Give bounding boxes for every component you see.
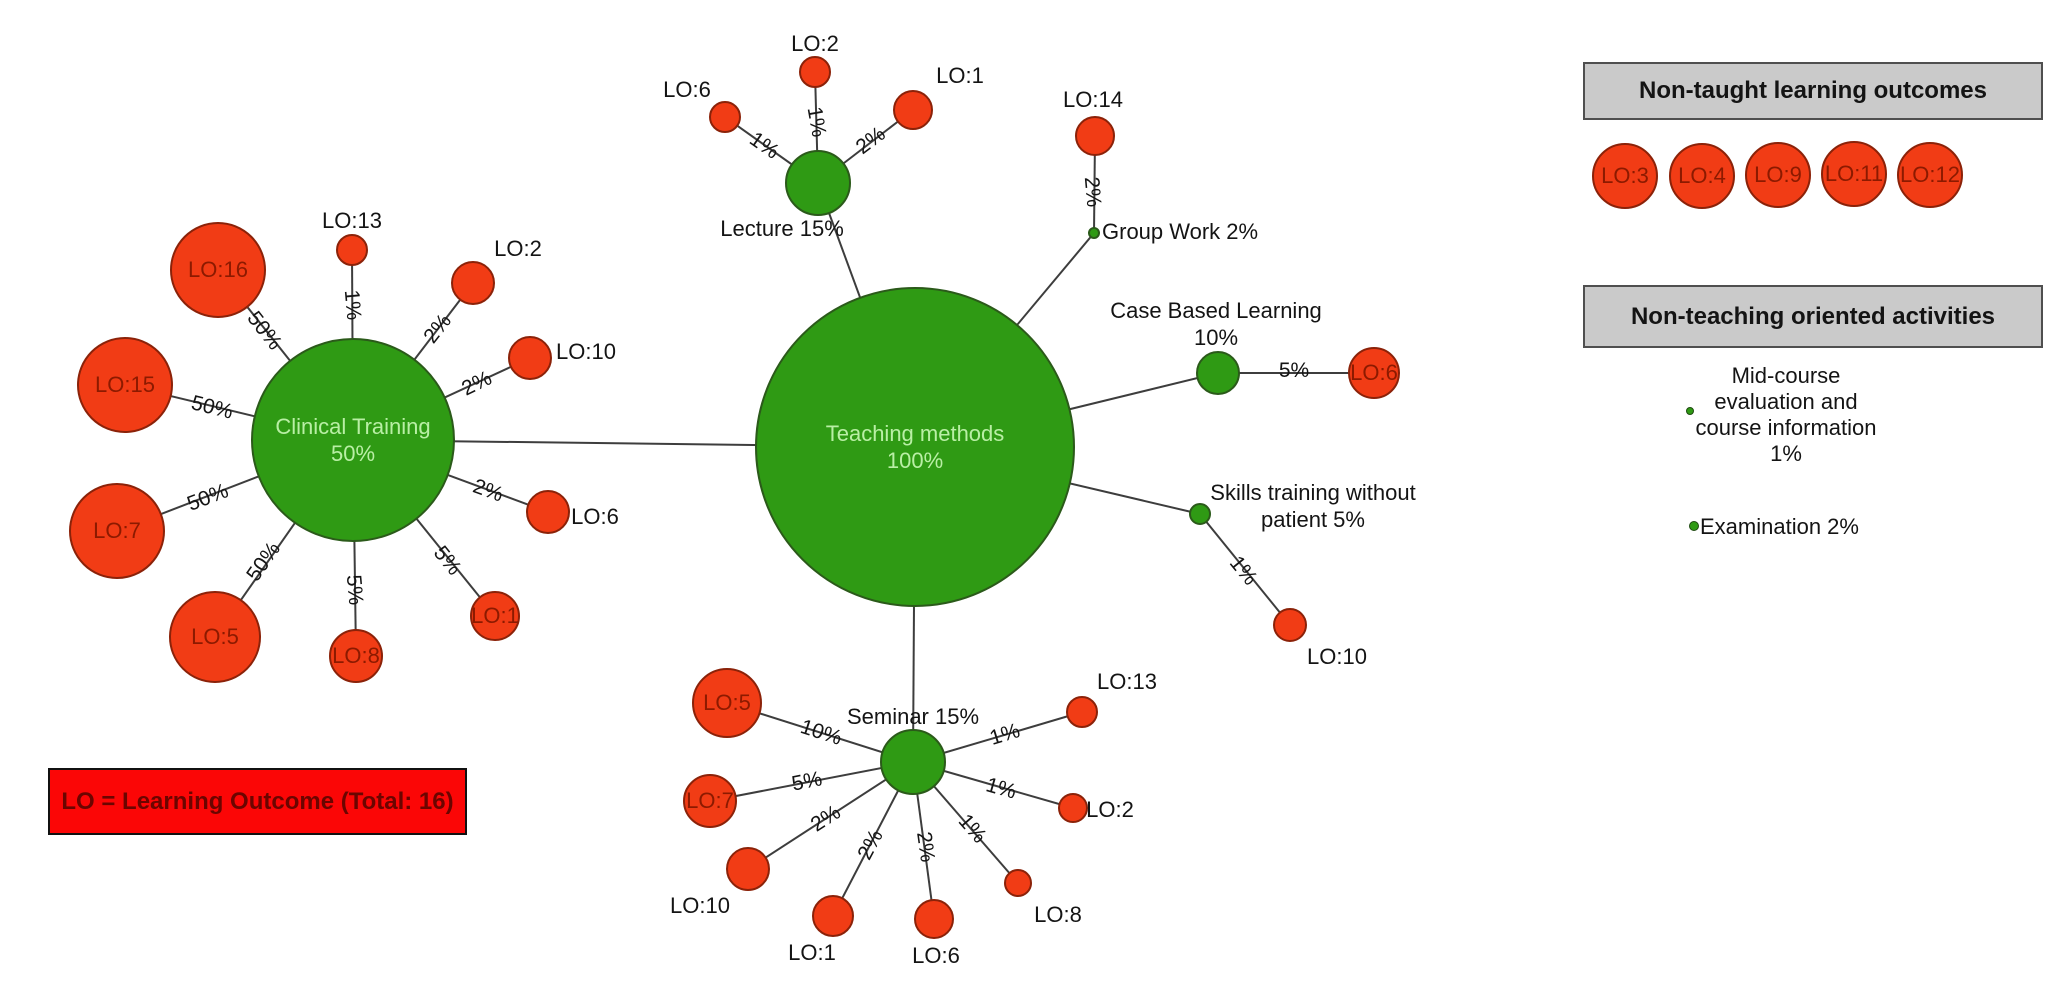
legend-box: LO = Learning Outcome (Total: 16) <box>48 768 467 835</box>
clinical-lo13-label: LO:13 <box>322 208 382 233</box>
clinical-lo2-node <box>451 261 495 305</box>
examination-dot <box>1689 521 1699 531</box>
non-taught-lo11-node: LO:11 <box>1821 141 1887 207</box>
teaching-methods-label: Teaching methods 100% <box>826 420 1005 474</box>
clinical-lo10-node <box>508 336 552 380</box>
non-teaching-activities-header: Non-teaching oriented activities <box>1583 285 2043 348</box>
examination-label: Examination 2% <box>1700 514 1859 539</box>
skills-lo10-label: LO:10 <box>1307 644 1367 669</box>
seminar-lo8-label: LO:8 <box>1034 902 1082 927</box>
midcourse-line3: course information <box>1695 415 1877 440</box>
lecture-lo2-label: LO:2 <box>791 31 839 56</box>
lecture-lo2-pct: 1% <box>802 104 831 139</box>
node-group-work <box>1088 227 1100 239</box>
non-taught-lo3-node: LO:3 <box>1592 143 1658 209</box>
clinical-lo7-node: LO:7 <box>69 483 165 579</box>
clinical-lo6-label: LO:6 <box>571 504 619 529</box>
seminar-lo13-node <box>1066 696 1098 728</box>
seminar-label: Seminar 15% <box>846 704 980 729</box>
lecture-lo2-node <box>799 56 831 88</box>
edge-skills-lo10 <box>1199 513 1291 626</box>
node-lecture <box>785 150 851 216</box>
node-teaching-methods: Teaching methods 100% <box>755 287 1075 607</box>
clinical-lo10-label: LO:10 <box>556 339 616 364</box>
non-taught-lo12-node: LO:12 <box>1897 142 1963 208</box>
seminar-lo6-node <box>914 899 954 939</box>
clinical-lo6-node <box>526 490 570 534</box>
groupwork-lo14-node <box>1075 116 1115 156</box>
teaching-methods-label-line2: 100% <box>886 448 944 473</box>
seminar-lo6-label: LO:6 <box>912 943 960 968</box>
non-taught-outcomes-header: Non-taught learning outcomes <box>1583 62 2043 120</box>
groupwork-lo14-pct: 2% <box>1079 175 1106 209</box>
groupwork-lo14-label: LO:14 <box>1063 87 1123 112</box>
seminar-lo2-node <box>1058 793 1088 823</box>
skills-training-label-line2: patient 5% <box>1261 507 1365 532</box>
seminar-lo7-node: LO:7 <box>683 774 737 828</box>
lecture-label: Lecture 15% <box>720 216 844 241</box>
node-seminar <box>880 729 946 795</box>
case-based-learning-label: Case Based Learning 10% <box>1110 297 1322 351</box>
node-skills-training <box>1189 503 1211 525</box>
case-based-learning-label-line1: Case Based Learning <box>1110 298 1322 323</box>
seminar-lo2-label: LO:2 <box>1086 797 1134 822</box>
non-taught-outcomes-title: Non-taught learning outcomes <box>1639 77 1987 104</box>
clinical-lo15-node: LO:15 <box>77 337 173 433</box>
seminar-lo6-pct: 2% <box>911 830 939 864</box>
non-teaching-activities-title: Non-teaching oriented activities <box>1630 302 1996 330</box>
edge-seminar-lo7 <box>709 761 914 802</box>
clinical-lo2-label: LO:2 <box>494 236 542 261</box>
teaching-methods-label-line1: Teaching methods <box>825 421 1005 446</box>
clinical-training-label: Clinical Training 50% <box>275 414 431 466</box>
midcourse-line1: Mid-course <box>1731 363 1841 388</box>
seminar-lo5-node: LO:5 <box>692 668 762 738</box>
clinical-lo13-node <box>336 234 368 266</box>
case-based-learning-label-line2: 10% <box>1193 325 1239 350</box>
skills-training-label-line1: Skills training without <box>1210 480 1416 505</box>
clinical-lo5-node: LO:5 <box>169 591 261 683</box>
lecture-lo1-node <box>893 90 933 130</box>
midcourse-line4: 1% <box>1770 441 1802 466</box>
clinical-lo8-node: LO:8 <box>329 629 383 683</box>
casebased-lo6-pct: 5% <box>1278 359 1310 382</box>
seminar-lo13-label: LO:13 <box>1097 669 1157 694</box>
non-taught-lo9-node: LO:9 <box>1745 142 1811 208</box>
clinical-lo13-pct: 1% <box>339 288 366 322</box>
midcourse-evaluation-label: Mid-course evaluation and course informa… <box>1696 363 1877 467</box>
node-case-based-learning <box>1196 351 1240 395</box>
lecture-lo6-node <box>709 101 741 133</box>
seminar-lo1-label: LO:1 <box>788 940 836 965</box>
skills-training-label: Skills training without patient 5% <box>1210 479 1415 533</box>
lecture-lo1-label: LO:1 <box>936 63 984 88</box>
casebased-lo6-node: LO:6 <box>1348 347 1400 399</box>
legend-text: LO = Learning Outcome (Total: 16) <box>61 787 454 815</box>
seminar-lo10-label: LO:10 <box>670 893 730 918</box>
clinical-lo8-pct: 5% <box>341 573 368 607</box>
midcourse-line2: evaluation and <box>1714 389 1858 414</box>
seminar-lo1-node <box>812 895 854 937</box>
group-work-label: Group Work 2% <box>1102 219 1259 244</box>
non-taught-lo4-node: LO:4 <box>1669 143 1735 209</box>
clinical-lo1-node: LO:1 <box>470 591 520 641</box>
seminar-lo10-node <box>726 847 770 891</box>
skills-lo10-node <box>1273 608 1307 642</box>
lecture-lo6-label: LO:6 <box>663 77 711 102</box>
node-clinical-training: Clinical Training 50% <box>251 338 455 542</box>
midcourse-dot <box>1686 407 1694 415</box>
seminar-lo8-node <box>1004 869 1032 897</box>
clinical-lo16-node: LO:16 <box>170 222 266 318</box>
